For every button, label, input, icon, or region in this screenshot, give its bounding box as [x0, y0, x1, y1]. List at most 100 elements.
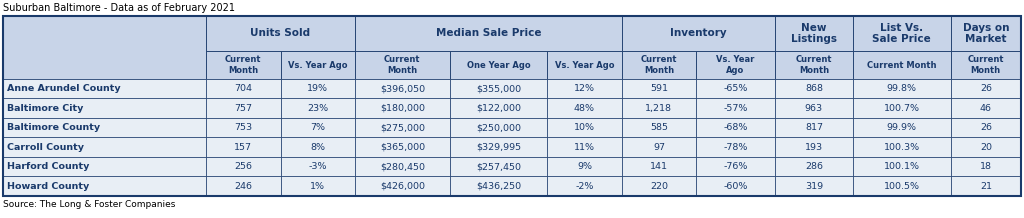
Bar	[950, 79, 1021, 99]
Bar	[774, 51, 853, 79]
Bar	[3, 16, 206, 79]
Bar	[547, 118, 622, 138]
Bar	[696, 118, 774, 138]
Bar	[281, 118, 355, 138]
Text: Anne Arundel County: Anne Arundel County	[7, 84, 121, 93]
Text: 704: 704	[234, 84, 252, 93]
Bar	[622, 79, 696, 99]
Text: 26: 26	[980, 123, 992, 132]
Bar	[547, 177, 622, 196]
Bar	[950, 157, 1021, 177]
Text: $426,000: $426,000	[380, 182, 425, 191]
Text: One Year Ago: One Year Ago	[467, 61, 530, 70]
Bar	[206, 138, 281, 157]
Bar	[622, 16, 774, 51]
Text: $280,450: $280,450	[380, 162, 425, 171]
Bar	[450, 157, 547, 177]
Text: Baltimore City: Baltimore City	[7, 104, 83, 113]
Bar	[355, 51, 450, 79]
Bar	[853, 99, 950, 118]
Text: Source: The Long & Foster Companies: Source: The Long & Foster Companies	[3, 200, 175, 209]
Text: Howard County: Howard County	[7, 182, 89, 191]
Text: 753: 753	[234, 123, 252, 132]
Text: 757: 757	[234, 104, 252, 113]
Bar	[281, 157, 355, 177]
Text: 20: 20	[980, 143, 992, 152]
Bar	[355, 118, 450, 138]
Text: -60%: -60%	[723, 182, 748, 191]
Bar	[696, 51, 774, 79]
Text: Current
Month: Current Month	[384, 55, 421, 75]
Bar	[206, 118, 281, 138]
Bar	[281, 51, 355, 79]
Text: -68%: -68%	[723, 123, 748, 132]
Bar	[547, 99, 622, 118]
Bar	[281, 138, 355, 157]
Text: $329,995: $329,995	[476, 143, 521, 152]
Bar	[622, 51, 696, 79]
Bar	[950, 51, 1021, 79]
Bar	[774, 99, 853, 118]
Text: 817: 817	[805, 123, 823, 132]
Bar	[547, 51, 622, 79]
Text: 286: 286	[805, 162, 823, 171]
Bar	[696, 99, 774, 118]
Text: Vs. Year Ago: Vs. Year Ago	[288, 61, 347, 70]
Text: Carroll County: Carroll County	[7, 143, 84, 152]
Bar	[3, 79, 206, 99]
Bar	[774, 157, 853, 177]
Text: 46: 46	[980, 104, 992, 113]
Bar	[547, 157, 622, 177]
Bar	[206, 177, 281, 196]
Text: 585: 585	[650, 123, 668, 132]
Text: Current Month: Current Month	[867, 61, 937, 70]
Bar	[696, 79, 774, 99]
Bar	[281, 99, 355, 118]
Bar	[355, 99, 450, 118]
Bar	[853, 16, 950, 51]
Text: 1,218: 1,218	[645, 104, 673, 113]
Text: 157: 157	[234, 143, 252, 152]
Text: List Vs.
Sale Price: List Vs. Sale Price	[872, 23, 931, 44]
Bar	[206, 157, 281, 177]
Text: 12%: 12%	[573, 84, 595, 93]
Text: -3%: -3%	[308, 162, 327, 171]
Bar	[853, 177, 950, 196]
Text: 7%: 7%	[310, 123, 326, 132]
Bar	[206, 99, 281, 118]
Text: 591: 591	[650, 84, 668, 93]
Text: 868: 868	[805, 84, 823, 93]
Bar	[774, 79, 853, 99]
Bar	[950, 138, 1021, 157]
Text: $257,450: $257,450	[476, 162, 521, 171]
Bar	[450, 138, 547, 157]
Text: Inventory: Inventory	[670, 29, 726, 39]
Bar	[281, 177, 355, 196]
Text: $355,000: $355,000	[476, 84, 521, 93]
Text: Suburban Baltimore - Data as of February 2021: Suburban Baltimore - Data as of February…	[3, 3, 234, 13]
Text: 100.1%: 100.1%	[884, 162, 920, 171]
Text: $250,000: $250,000	[476, 123, 521, 132]
Text: 256: 256	[234, 162, 252, 171]
Bar	[950, 99, 1021, 118]
Text: 220: 220	[650, 182, 668, 191]
Text: $122,000: $122,000	[476, 104, 521, 113]
Text: $275,000: $275,000	[380, 123, 425, 132]
Bar	[450, 99, 547, 118]
Text: Harford County: Harford County	[7, 162, 89, 171]
Bar	[853, 79, 950, 99]
Text: 193: 193	[805, 143, 823, 152]
Text: Current
Month: Current Month	[225, 55, 261, 75]
Bar	[3, 157, 206, 177]
Bar	[3, 138, 206, 157]
Bar	[696, 138, 774, 157]
Bar	[622, 157, 696, 177]
Text: New
Listings: New Listings	[791, 23, 837, 44]
Text: -78%: -78%	[723, 143, 748, 152]
Text: Current
Month: Current Month	[968, 55, 1005, 75]
Text: Current
Month: Current Month	[796, 55, 833, 75]
Text: Current
Month: Current Month	[641, 55, 677, 75]
Text: 99.9%: 99.9%	[887, 123, 916, 132]
Text: Days on
Market: Days on Market	[963, 23, 1009, 44]
Text: -65%: -65%	[723, 84, 748, 93]
